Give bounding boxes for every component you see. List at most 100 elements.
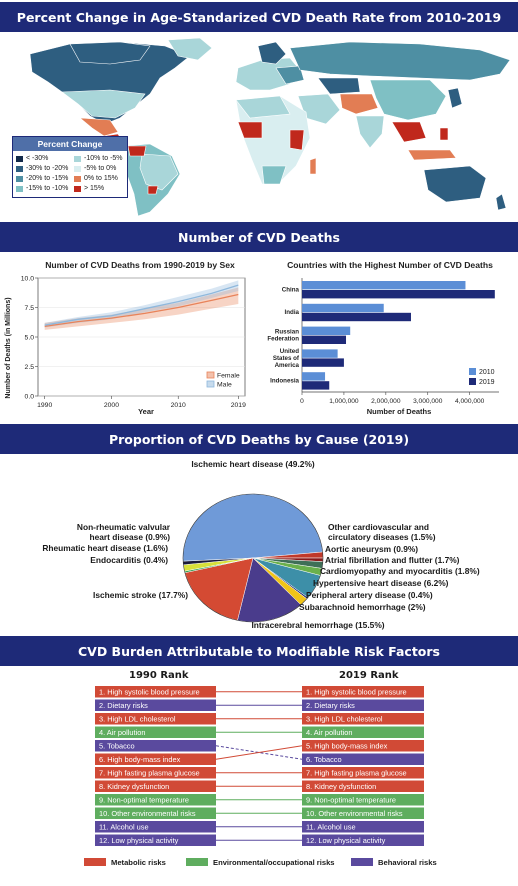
rank-label: 11. Alcohol use [306,822,356,831]
cvd-cause-pie-chart: Ischemic heart disease (49.2%) Other card… [42,459,480,630]
legend-label: -20% to -15% [26,175,69,182]
legend-label: Behavioral risks [378,858,437,867]
bar-chart-panel: Countries with the Highest Number of CVD… [259,256,518,420]
line-chart-xlabel: Year [138,407,154,416]
legend-swatch [16,155,23,162]
risk-rank-panel: 1990 Rank 2019 Rank 1. High systolic blo… [0,668,518,886]
rank-1990-header: 1990 Rank [129,670,189,681]
y-tick-label: 2.5 [25,364,35,371]
x-tick-label: 1990 [37,402,52,409]
rank-label: 3. High LDL cholesterol [99,714,176,723]
rank-label: 8. Kidney dysfunction [99,782,169,791]
map-banner: Percent Change in Age-Standarized CVD De… [0,2,518,32]
rank-link [215,745,303,760]
rank-box [302,807,424,819]
pie-label: Other cardiovascular and circulatory dise… [328,522,436,542]
map-legend-item: -5% to 0% [74,164,132,173]
map-southern-africa [261,165,287,185]
rank-label: 12. Low physical activity [99,836,179,845]
map-indonesia [407,149,457,161]
legend-swatch [206,371,215,379]
legend-label: Female [217,373,240,380]
category-label: Indonesia [270,378,299,385]
pie-slice-0 [182,493,323,562]
pie-label: Ischemic heart disease (49.2%) [191,459,315,469]
rank-link [215,745,303,760]
rank-box [302,686,424,698]
cvd-deaths-by-sex-chart: Number of CVD Deaths from 1990-2019 by S… [5,260,246,416]
risk-banner-title: CVD Burden Attributable to Modifiable Ri… [77,643,440,659]
legend-swatch [16,165,23,172]
rank-box [302,794,424,806]
legend-swatch [469,378,476,385]
map-north-africa [235,95,291,119]
x-tick-label: 0 [300,398,304,405]
map-east-africa [289,129,305,151]
pie-label: Non-rheumatic valvular heart disease (0.9… [77,522,171,542]
map-legend-title: Percent Change [13,137,127,151]
map-legend-item: -20% to -15% [16,174,74,183]
rank-box [95,767,216,779]
map-southeast-asia [391,121,427,143]
rank-box [95,780,216,792]
rank-label: 10. Other environmental risks [306,809,403,818]
pie-label: Endocarditis (0.4%) [90,555,168,565]
rank-box [95,686,216,698]
rank-label: 2. Dietary risks [99,701,148,710]
legend-swatch [469,368,476,375]
y-tick-label: 5.0 [25,335,35,342]
bar-2010-4 [302,372,326,381]
legend-swatch-behavioral [351,858,373,866]
pie-label-line: circulatory diseases (1.5%) [328,532,436,542]
rank-label: 5. High body-mass index [306,741,388,750]
x-tick-label: 3,000,000 [413,398,443,405]
rank-label: 8. Kidney dysfunction [306,782,376,791]
bar-2019-3 [302,358,344,367]
map-greenland [167,37,213,61]
pie-label: Ischemic stroke (17.7%) [93,590,188,600]
x-tick-label: 2,000,000 [371,398,401,405]
legend-label: -5% to 0% [84,165,117,172]
rank-box [302,699,424,711]
bar-2010-3 [302,349,338,358]
map-scandinavia [257,41,287,65]
rank-box [95,753,216,765]
rank-label: 12. Low physical activity [306,836,386,845]
pie-label-line: Other cardiovascular and [328,522,429,532]
rank-label: 9. Non-optimal temperature [99,795,189,804]
map-russia [289,41,511,81]
rank-label: 4. Air pollution [306,728,352,737]
series-line-female [44,293,239,328]
map-paraguay [147,185,159,195]
pie-label: Intracerebral hemorrhage (15.5%) [251,620,384,630]
pie-label: Cardiomyopathy and myocarditis (1.8%) [320,566,480,576]
map-mexico [79,117,119,137]
map-canada-north [69,41,151,65]
pie-outline [182,493,324,623]
risk-rank-chart: 1. High systolic blood pressure 2. Dietar… [84,686,437,867]
rank-box [302,740,424,752]
x-tick-label: 2010 [171,402,186,409]
legend-label: -10% to -5% [84,155,123,162]
deaths-banner-title: Number of CVD Deaths [178,229,340,245]
map-madagascar [309,157,317,175]
map-kazakhstan [317,77,361,95]
pie-label: Hypertensive heart disease (6.2%) [313,578,449,588]
cause-banner-title: Proportion of CVD Deaths by Cause (2019) [108,431,410,447]
legend-swatch [16,175,23,182]
legend-swatch [74,185,81,192]
rank-2019-header: 2019 Rank [339,670,399,681]
rank-label: 7. High fasting plasma glucose [306,768,407,777]
legend-label: > 15% [84,185,105,192]
pie-label: Rheumatic heart disease (1.6%) [42,543,168,553]
pie-label: Aortic aneurysm (0.9%) [325,544,418,554]
world-map-panel: Percent Change < -30% -10% to -5% -30% to … [0,34,518,220]
legend-label: -15% to -10% [26,185,69,192]
category-label: United [280,348,299,355]
rank-box [302,713,424,725]
rank-box [95,713,216,725]
rank-label: 7. High fasting plasma glucose [99,768,200,777]
risk-banner: CVD Burden Attributable to Modifiable Ri… [0,636,518,666]
map-usa [61,89,146,119]
rank-box [95,807,216,819]
